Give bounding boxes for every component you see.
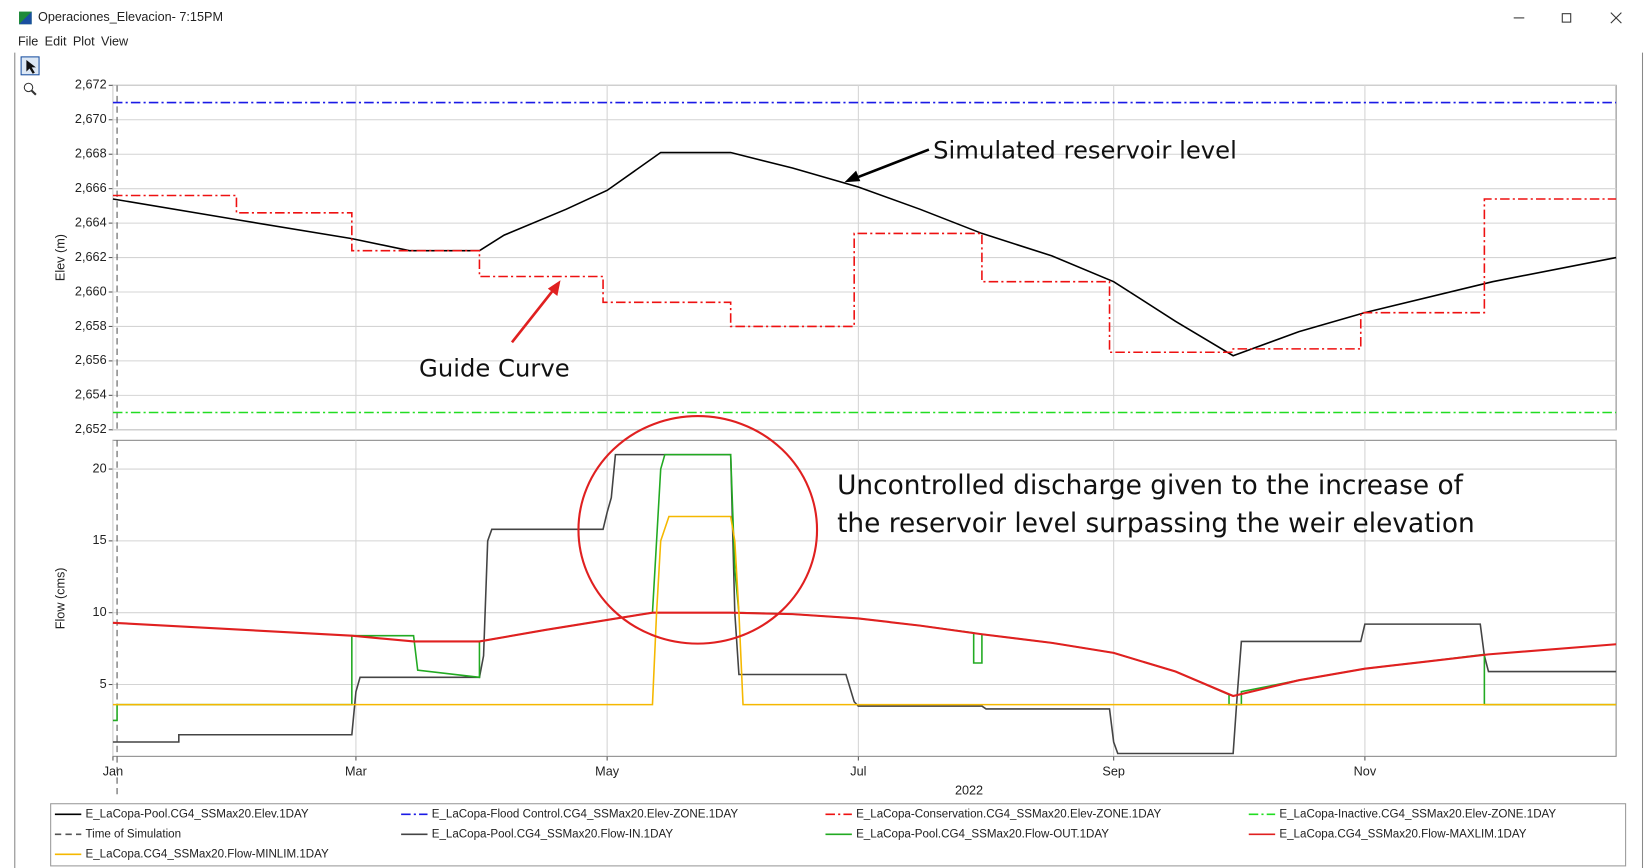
app-icon-shade — [19, 11, 32, 25]
menu-item[interactable]: Edit — [45, 34, 67, 48]
y-tick-label: 2,658 — [75, 319, 107, 333]
y-tick-label: 2,652 — [75, 422, 107, 436]
y-tick-label: 2,668 — [75, 147, 107, 161]
legend-label: E_LaCopa-Conservation.CG4_SSMax20.Elev-Z… — [856, 808, 1161, 820]
y-tick-label: 2,660 — [75, 284, 107, 298]
legend-label: E_LaCopa.CG4_SSMax20.Flow-MAXLIM.1DAY — [1279, 828, 1526, 840]
x-tick-label: Mar — [345, 764, 367, 778]
series-line — [112, 151, 1617, 357]
plot: 5 10 15 20 Jan Mar May Jul Sep Nov 2022 Flow (cms) — [54, 439, 1617, 799]
pointer-icon — [26, 60, 36, 74]
x-tick-label: Nov — [1354, 764, 1377, 778]
plots: 2,652 2,654 2,656 2,658 2,660 2,662 2,664 2,666… — [54, 78, 1617, 799]
x-axis-label: 2022 — [955, 783, 983, 797]
legend-label: Time of Simulation — [86, 828, 182, 840]
legend: E_LaCopa-Pool.CG4_SSMax20.Elev.1DAY E_LaC… — [54, 808, 1556, 860]
y-axis-label: Flow (cms) — [54, 567, 68, 629]
x-tick-label: Jan — [103, 764, 123, 778]
restore-button[interactable] — [1561, 13, 1572, 23]
annotation: the reservoir level surpassing the weir … — [837, 509, 1475, 539]
legend-label: E_LaCopa.CG4_SSMax20.Flow-MINLIM.1DAY — [86, 848, 330, 860]
arrow — [510, 286, 557, 344]
series-line — [112, 611, 1617, 698]
x-tick-label: Sep — [1102, 764, 1125, 778]
arrow — [852, 148, 930, 181]
y-tick-label: 2,654 — [75, 388, 107, 402]
series-line — [112, 453, 1617, 755]
plot: 2,652 2,654 2,656 2,658 2,660 2,662 2,664 2,666… — [54, 78, 1617, 436]
zoom-handle — [30, 89, 37, 96]
x-tick-label: May — [595, 764, 620, 778]
arrow-head — [547, 280, 561, 297]
y-tick-label: 2,656 — [75, 353, 107, 367]
menu-item[interactable]: File — [18, 34, 38, 48]
highlight-ellipse — [577, 415, 819, 645]
y-tick-label: 2,662 — [75, 250, 107, 264]
legend-label: E_LaCopa-Pool.CG4_SSMax20.Flow-IN.1DAY — [432, 828, 674, 840]
legend-box — [50, 803, 1627, 867]
legend-label: E_LaCopa-Pool.CG4_SSMax20.Elev.1DAY — [86, 808, 309, 820]
annotation: Uncontrolled discharge given to the incr… — [837, 471, 1464, 501]
legend-label: E_LaCopa-Pool.CG4_SSMax20.Flow-OUT.1DAY — [856, 828, 1109, 840]
legend-label: E_LaCopa-Flood Control.CG4_SSMax20.Elev-… — [432, 808, 739, 820]
zoom-tool[interactable] — [23, 82, 34, 93]
y-tick-label: 10 — [93, 605, 107, 619]
arrow-head — [844, 170, 861, 183]
legend-label: E_LaCopa-Inactive.CG4_SSMax20.Elev-ZONE.… — [1279, 808, 1556, 820]
x-tick-label: Jul — [850, 764, 866, 778]
y-tick-label: 5 — [100, 677, 107, 691]
annotation: Simulated reservoir level — [933, 136, 1237, 165]
y-axis-label: Elev (m) — [54, 234, 68, 281]
plot-area — [112, 439, 1617, 757]
series-line — [112, 515, 1617, 706]
menu-item[interactable]: View — [101, 34, 129, 48]
menu-bar: File Edit Plot View — [18, 34, 129, 48]
y-tick-label: 2,670 — [75, 112, 107, 126]
close-button[interactable] — [1610, 12, 1622, 24]
y-tick-label: 2,666 — [75, 181, 107, 195]
y-tick-label: 20 — [93, 461, 107, 475]
window-title: Operaciones_Elevacion- 7:15PM — [38, 10, 223, 24]
y-tick-label: 2,664 — [75, 215, 107, 229]
series-line — [112, 194, 1617, 354]
menu-item[interactable]: Plot — [73, 34, 95, 48]
annotation: Guide Curve — [419, 354, 570, 383]
y-tick-label: 2,672 — [75, 78, 107, 92]
y-tick-label: 15 — [93, 533, 107, 547]
